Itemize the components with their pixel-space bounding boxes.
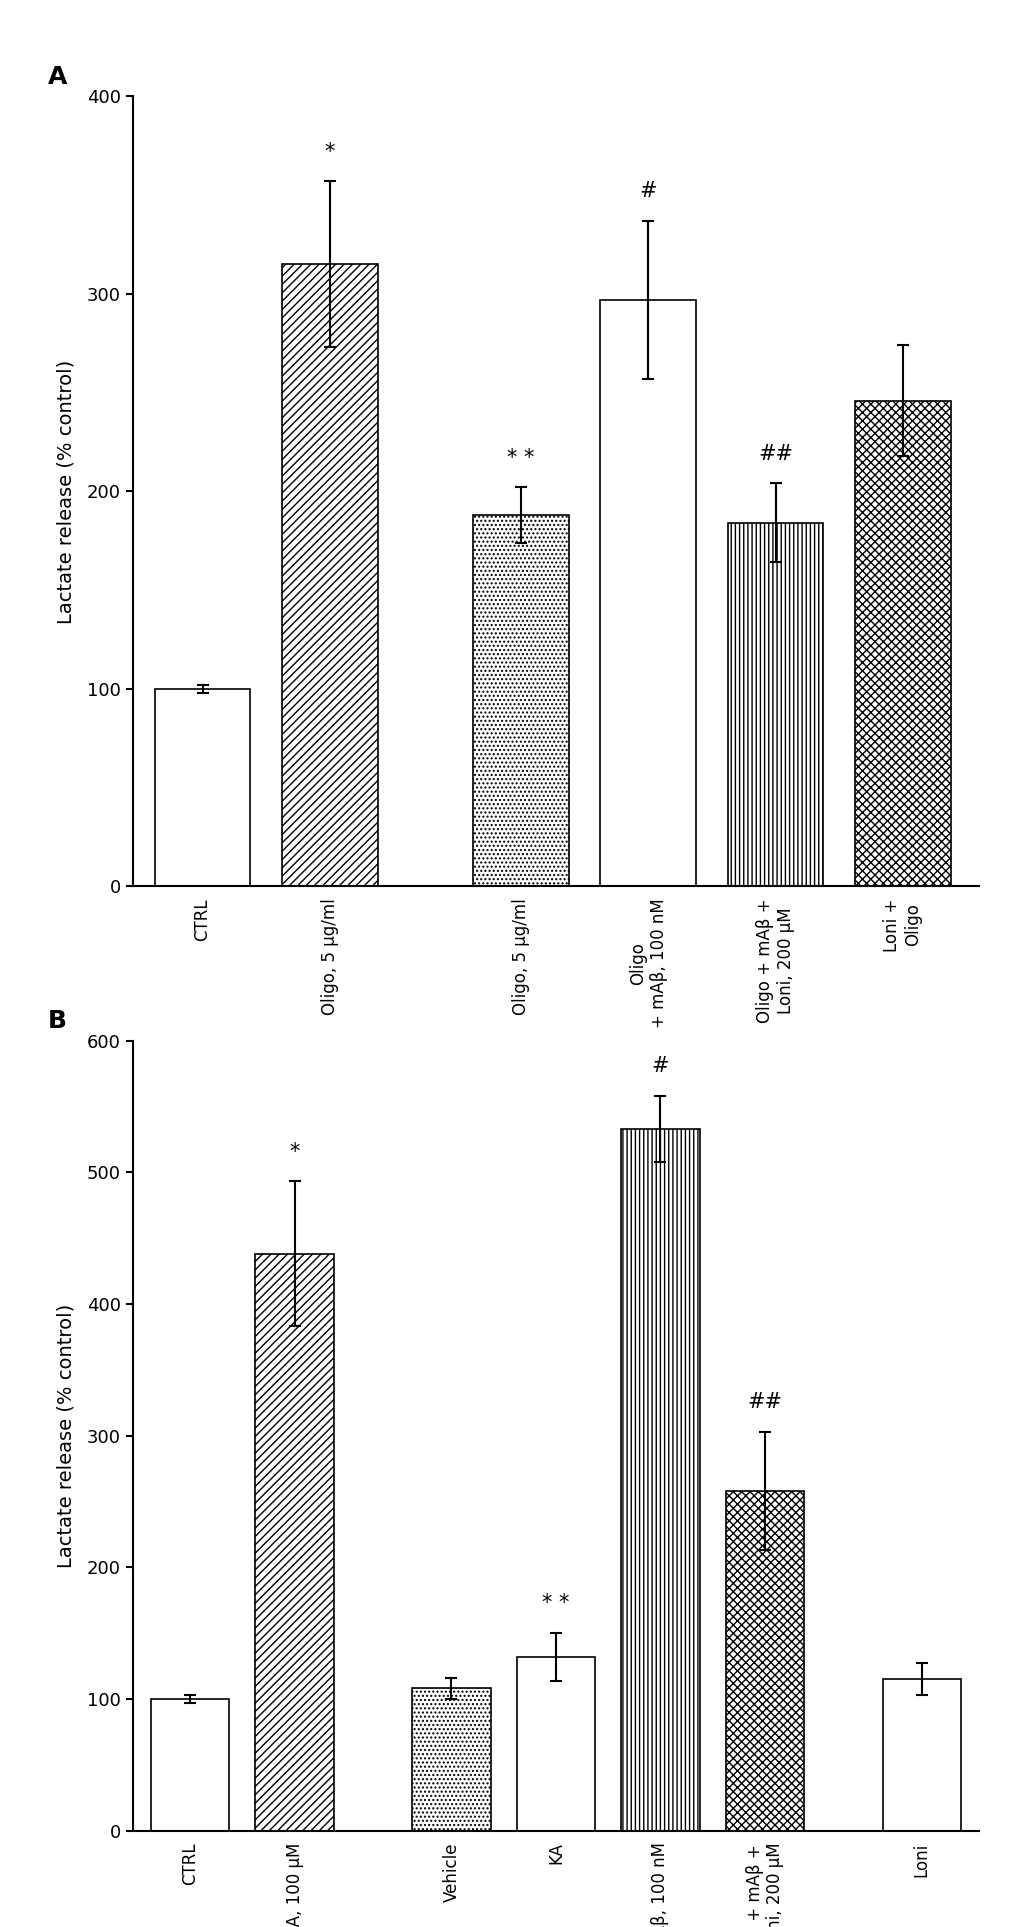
Text: B: B xyxy=(48,1010,67,1033)
Bar xyxy=(881,1678,960,1831)
Bar xyxy=(255,1254,333,1831)
Bar xyxy=(854,401,950,886)
Bar xyxy=(151,1700,229,1831)
Text: * *: * * xyxy=(542,1594,569,1613)
Bar xyxy=(600,301,695,886)
Text: A: A xyxy=(48,66,67,89)
Text: γ-Sec Inh, 100 nM: γ-Sec Inh, 100 nM xyxy=(631,1139,792,1158)
Bar xyxy=(412,1688,490,1831)
Y-axis label: Lactate release (% control): Lactate release (% control) xyxy=(57,1303,75,1569)
Bar xyxy=(726,1491,803,1831)
Bar xyxy=(155,690,250,886)
Text: ##: ## xyxy=(747,1391,782,1412)
Text: *: * xyxy=(324,141,335,162)
Text: #: # xyxy=(651,1056,668,1075)
Y-axis label: Lactate release (% control): Lactate release (% control) xyxy=(57,358,75,624)
Bar xyxy=(473,515,568,886)
Text: *: * xyxy=(289,1141,300,1162)
Bar xyxy=(282,264,377,886)
Text: ##: ## xyxy=(757,443,792,464)
Bar xyxy=(621,1129,699,1831)
Text: #: # xyxy=(639,181,656,200)
Bar xyxy=(727,522,822,886)
Bar xyxy=(517,1657,594,1831)
Text: * *: * * xyxy=(506,447,534,468)
